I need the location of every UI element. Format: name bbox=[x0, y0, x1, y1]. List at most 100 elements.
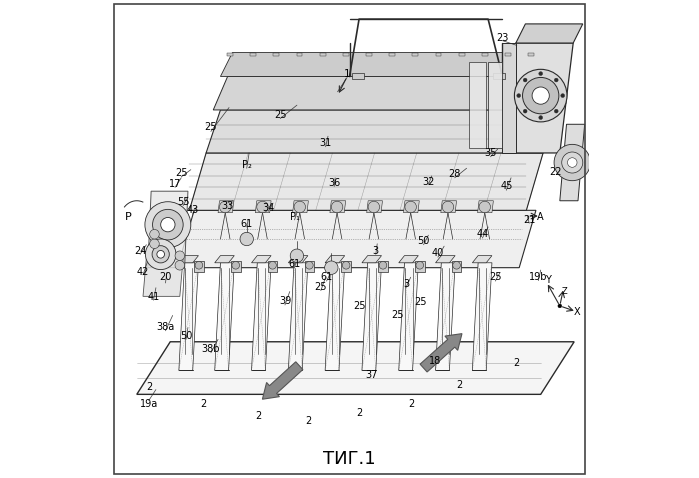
Polygon shape bbox=[362, 263, 382, 370]
Polygon shape bbox=[398, 263, 418, 370]
Polygon shape bbox=[143, 258, 183, 296]
Circle shape bbox=[152, 246, 169, 263]
Polygon shape bbox=[220, 53, 560, 76]
Bar bbox=[415, 261, 424, 272]
Polygon shape bbox=[477, 201, 493, 213]
Bar bbox=[268, 261, 278, 272]
Bar bbox=[352, 73, 364, 79]
Text: P₂: P₂ bbox=[242, 160, 252, 170]
Circle shape bbox=[562, 152, 583, 173]
Circle shape bbox=[324, 261, 338, 274]
Text: 18: 18 bbox=[429, 356, 442, 366]
Text: A: A bbox=[538, 212, 544, 222]
Text: 25: 25 bbox=[489, 272, 502, 282]
Text: 19b: 19b bbox=[529, 272, 547, 282]
Text: 38a: 38a bbox=[157, 323, 175, 332]
Polygon shape bbox=[179, 256, 199, 263]
Circle shape bbox=[554, 144, 591, 181]
Text: 25: 25 bbox=[315, 282, 327, 292]
Text: P: P bbox=[125, 213, 132, 222]
Text: 43: 43 bbox=[187, 206, 199, 215]
Text: 40: 40 bbox=[432, 249, 444, 258]
Text: 31: 31 bbox=[319, 139, 332, 148]
Bar bbox=[273, 53, 279, 56]
Bar bbox=[493, 73, 505, 79]
Text: 2: 2 bbox=[514, 358, 520, 368]
Circle shape bbox=[368, 201, 380, 213]
Text: 39: 39 bbox=[279, 296, 291, 306]
Text: ΤИГ.1: ΤИГ.1 bbox=[323, 450, 376, 468]
Text: 25: 25 bbox=[175, 168, 187, 178]
Polygon shape bbox=[189, 153, 543, 210]
Circle shape bbox=[150, 239, 159, 249]
Bar bbox=[250, 53, 256, 56]
Bar bbox=[389, 53, 395, 56]
Circle shape bbox=[416, 261, 424, 269]
Circle shape bbox=[524, 109, 527, 113]
Text: 2: 2 bbox=[408, 399, 415, 409]
Circle shape bbox=[175, 251, 185, 261]
Text: 61: 61 bbox=[240, 219, 253, 228]
Text: 61: 61 bbox=[289, 259, 301, 269]
Circle shape bbox=[161, 217, 175, 232]
Text: 17: 17 bbox=[169, 179, 181, 189]
Bar bbox=[296, 53, 303, 56]
Text: 42: 42 bbox=[137, 267, 149, 276]
Circle shape bbox=[479, 201, 491, 213]
Text: 2: 2 bbox=[305, 416, 312, 425]
Bar bbox=[378, 261, 388, 272]
Circle shape bbox=[232, 261, 240, 269]
Circle shape bbox=[175, 261, 185, 270]
Text: 32: 32 bbox=[422, 177, 435, 186]
Text: 37: 37 bbox=[365, 370, 377, 380]
Circle shape bbox=[240, 232, 254, 246]
Polygon shape bbox=[218, 201, 234, 213]
Polygon shape bbox=[325, 256, 345, 263]
Text: 2: 2 bbox=[201, 399, 207, 409]
Polygon shape bbox=[252, 256, 271, 263]
Text: 1: 1 bbox=[344, 69, 350, 79]
Circle shape bbox=[379, 261, 387, 269]
Bar bbox=[452, 261, 461, 272]
Polygon shape bbox=[560, 124, 584, 201]
Circle shape bbox=[343, 261, 350, 269]
Text: 50: 50 bbox=[180, 331, 192, 340]
Polygon shape bbox=[215, 256, 234, 263]
Text: Y: Y bbox=[545, 275, 551, 284]
Bar bbox=[231, 261, 240, 272]
Text: 41: 41 bbox=[147, 293, 159, 302]
Polygon shape bbox=[398, 256, 418, 263]
Circle shape bbox=[442, 201, 454, 213]
Circle shape bbox=[331, 201, 343, 213]
Bar bbox=[435, 53, 441, 56]
Bar bbox=[482, 53, 488, 56]
Circle shape bbox=[539, 72, 542, 76]
FancyArrow shape bbox=[262, 362, 303, 399]
Circle shape bbox=[219, 201, 231, 213]
Bar bbox=[505, 53, 511, 56]
Polygon shape bbox=[178, 210, 536, 268]
Circle shape bbox=[152, 209, 183, 240]
Text: 25: 25 bbox=[414, 297, 426, 307]
Polygon shape bbox=[503, 43, 573, 153]
Text: 2: 2 bbox=[456, 380, 463, 390]
Circle shape bbox=[305, 261, 313, 269]
Bar bbox=[305, 261, 314, 272]
Polygon shape bbox=[213, 76, 545, 110]
Text: 2: 2 bbox=[356, 409, 362, 418]
Text: 50: 50 bbox=[417, 237, 430, 246]
Text: 24: 24 bbox=[134, 246, 146, 256]
Bar bbox=[412, 53, 418, 56]
Circle shape bbox=[561, 94, 565, 98]
Text: 45: 45 bbox=[500, 182, 512, 191]
Text: 19a: 19a bbox=[140, 399, 158, 409]
Text: 22: 22 bbox=[549, 167, 561, 177]
Circle shape bbox=[453, 261, 461, 269]
Polygon shape bbox=[179, 263, 199, 370]
Polygon shape bbox=[325, 263, 345, 370]
Text: Z: Z bbox=[562, 287, 568, 296]
Circle shape bbox=[268, 261, 276, 269]
Text: 25: 25 bbox=[353, 301, 366, 311]
Text: 44: 44 bbox=[476, 229, 489, 239]
Polygon shape bbox=[137, 342, 574, 394]
